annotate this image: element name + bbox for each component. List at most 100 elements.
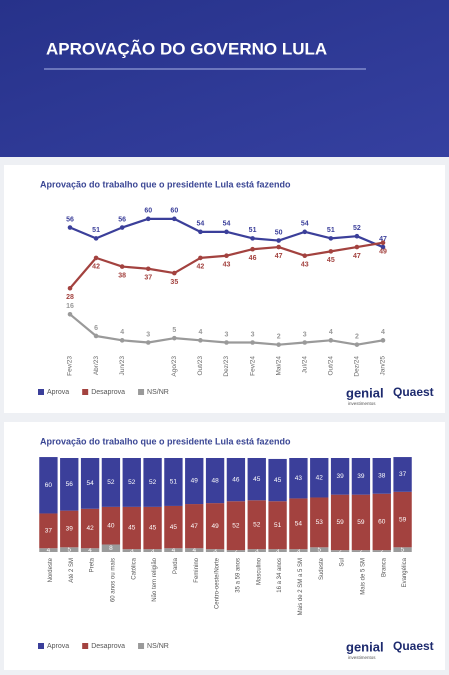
- data-label: 37: [45, 528, 53, 535]
- bar-segment: [164, 505, 183, 549]
- data-label: 4: [329, 329, 333, 336]
- data-label: 4: [120, 329, 124, 336]
- data-label: 46: [249, 255, 257, 262]
- point: [198, 255, 203, 261]
- x-tick-label: Feminino: [194, 557, 200, 582]
- x-tick-label: Católica: [131, 557, 137, 579]
- x-tick-label: Mais de 5 SM: [360, 558, 366, 595]
- point: [302, 229, 308, 235]
- data-label: 53: [316, 519, 324, 526]
- data-label: 35: [170, 279, 178, 286]
- x-tick-label: Evangélica: [402, 557, 408, 587]
- data-label: 28: [66, 294, 74, 301]
- point: [224, 253, 229, 259]
- data-label: 52: [232, 522, 240, 529]
- data-label: 3: [255, 547, 259, 554]
- bar-segment: [310, 458, 329, 498]
- point: [276, 238, 281, 243]
- point: [67, 225, 73, 230]
- point: [302, 253, 308, 259]
- x-tick-label: Centro-oeste/Norte: [215, 557, 221, 609]
- data-label: 56: [118, 216, 126, 223]
- bar-segment: [268, 549, 287, 552]
- data-label: 59: [336, 519, 344, 526]
- point: [380, 244, 386, 250]
- x-tick-label: 35 a 59 anos: [235, 558, 241, 593]
- data-label: 54: [86, 480, 94, 487]
- point: [354, 342, 360, 347]
- legend-label: NS/NR: [147, 643, 169, 650]
- x-tick-label: Mais de 2 SM a 5 SM: [298, 558, 304, 615]
- x-tick-label: Abr/23: [93, 356, 100, 376]
- data-label: 3: [303, 331, 307, 338]
- bar-segment: [60, 510, 79, 548]
- bar-segment: [247, 549, 266, 552]
- bar-segment: [164, 548, 183, 552]
- data-label: 47: [191, 523, 199, 530]
- bar-segment: [122, 506, 141, 550]
- bar-segment: [101, 458, 121, 507]
- data-label: 38: [118, 272, 126, 279]
- point: [328, 338, 334, 343]
- brand-logo: Quaest: [393, 385, 434, 399]
- data-label: 49: [211, 523, 219, 530]
- x-tick-label: Mai/24: [275, 356, 282, 376]
- bar-segment: [247, 500, 266, 550]
- x-tick-label: Jan/25: [380, 356, 387, 376]
- data-label: 45: [327, 257, 335, 264]
- data-label: 2: [355, 334, 359, 341]
- point: [93, 236, 99, 241]
- point: [224, 340, 229, 345]
- bar-segment: [351, 494, 371, 551]
- point: [354, 233, 360, 239]
- card: [4, 165, 445, 413]
- data-label: 8: [109, 545, 113, 552]
- data-label: 45: [128, 525, 136, 532]
- point: [302, 340, 308, 345]
- brand-logo: genial: [346, 639, 384, 654]
- data-label: 52: [149, 479, 157, 486]
- bar-segment: [185, 504, 204, 549]
- data-label: 39: [66, 526, 74, 533]
- legend-swatch: [38, 389, 44, 395]
- point: [380, 338, 386, 343]
- data-label: 42: [86, 525, 94, 532]
- brand-sub: investimentos: [348, 655, 376, 660]
- x-tick-label: Masculino: [256, 557, 262, 585]
- bar-segment: [60, 458, 79, 511]
- data-label: 47: [379, 236, 387, 243]
- data-label: 42: [197, 264, 205, 271]
- data-label: 54: [295, 521, 303, 528]
- bar-segment: [268, 458, 287, 502]
- data-label: 60: [378, 519, 386, 526]
- bar-segment: [39, 513, 58, 549]
- legend-swatch: [82, 643, 89, 649]
- bar-segment: [39, 457, 58, 514]
- bar-segment: [226, 501, 246, 551]
- bar-segment: [247, 458, 266, 501]
- data-label: 5: [401, 546, 405, 553]
- x-tick-label: Fev/24: [249, 356, 256, 376]
- data-label: 3: [213, 547, 217, 554]
- data-label: 45: [253, 476, 261, 483]
- data-label: 52: [107, 479, 115, 486]
- bar-segment: [164, 458, 183, 506]
- data-label: 56: [66, 481, 74, 488]
- x-tick-label: Out/24: [328, 356, 335, 376]
- data-label: 4: [192, 547, 196, 554]
- bar-segment: [351, 550, 371, 552]
- bar-segment: [372, 458, 391, 494]
- data-label: 5: [172, 327, 176, 334]
- data-label: 3: [276, 547, 280, 554]
- data-label: 60: [144, 208, 152, 215]
- x-tick-label: Out/23: [197, 356, 204, 376]
- legend-swatch: [38, 643, 44, 649]
- brand-sub: investimentos: [348, 401, 376, 406]
- data-label: 54: [223, 221, 231, 228]
- data-label: 4: [47, 547, 51, 554]
- bar-segment: [310, 497, 329, 548]
- data-label: 51: [327, 227, 335, 234]
- data-label: 51: [249, 227, 257, 234]
- data-label: 54: [301, 221, 309, 228]
